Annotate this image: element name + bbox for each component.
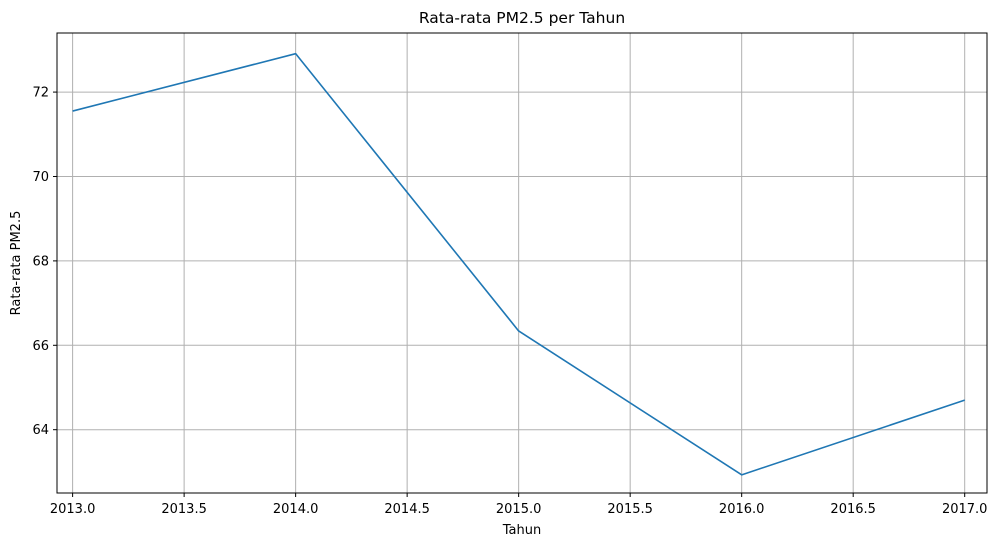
- y-tick-label: 66: [32, 339, 49, 354]
- y-tick-label: 70: [32, 170, 49, 185]
- y-tick-label: 64: [32, 423, 49, 438]
- x-tick-label: 2013.5: [161, 502, 207, 517]
- y-tick-label: 72: [32, 86, 49, 101]
- x-tick-label: 2014.0: [273, 502, 319, 517]
- plot-frame: [56, 32, 988, 494]
- x-tick-label: 2014.5: [384, 502, 430, 517]
- x-tick-label: 2015.0: [496, 502, 542, 517]
- series-layer: [72, 52, 965, 476]
- grid: [57, 33, 987, 493]
- x-tick-label: 2016.5: [830, 502, 876, 517]
- x-tick-label: 2016.0: [719, 502, 765, 517]
- y-axis-title: Rata-rata PM2.5: [9, 211, 24, 316]
- x-tick-label: 2017.0: [942, 502, 988, 517]
- ticks: 2013.0 2013.5 2014.0 2014.5 2015.0 2015.5 2016…: [32, 86, 987, 517]
- x-tick-label: 2015.5: [607, 502, 653, 517]
- chart-title: Rata-rata PM2.5 per Tahun: [419, 9, 625, 27]
- y-tick-label: 68: [32, 254, 49, 269]
- x-tick-label: 2013.0: [50, 502, 96, 517]
- x-axis-title: Tahun: [502, 523, 541, 538]
